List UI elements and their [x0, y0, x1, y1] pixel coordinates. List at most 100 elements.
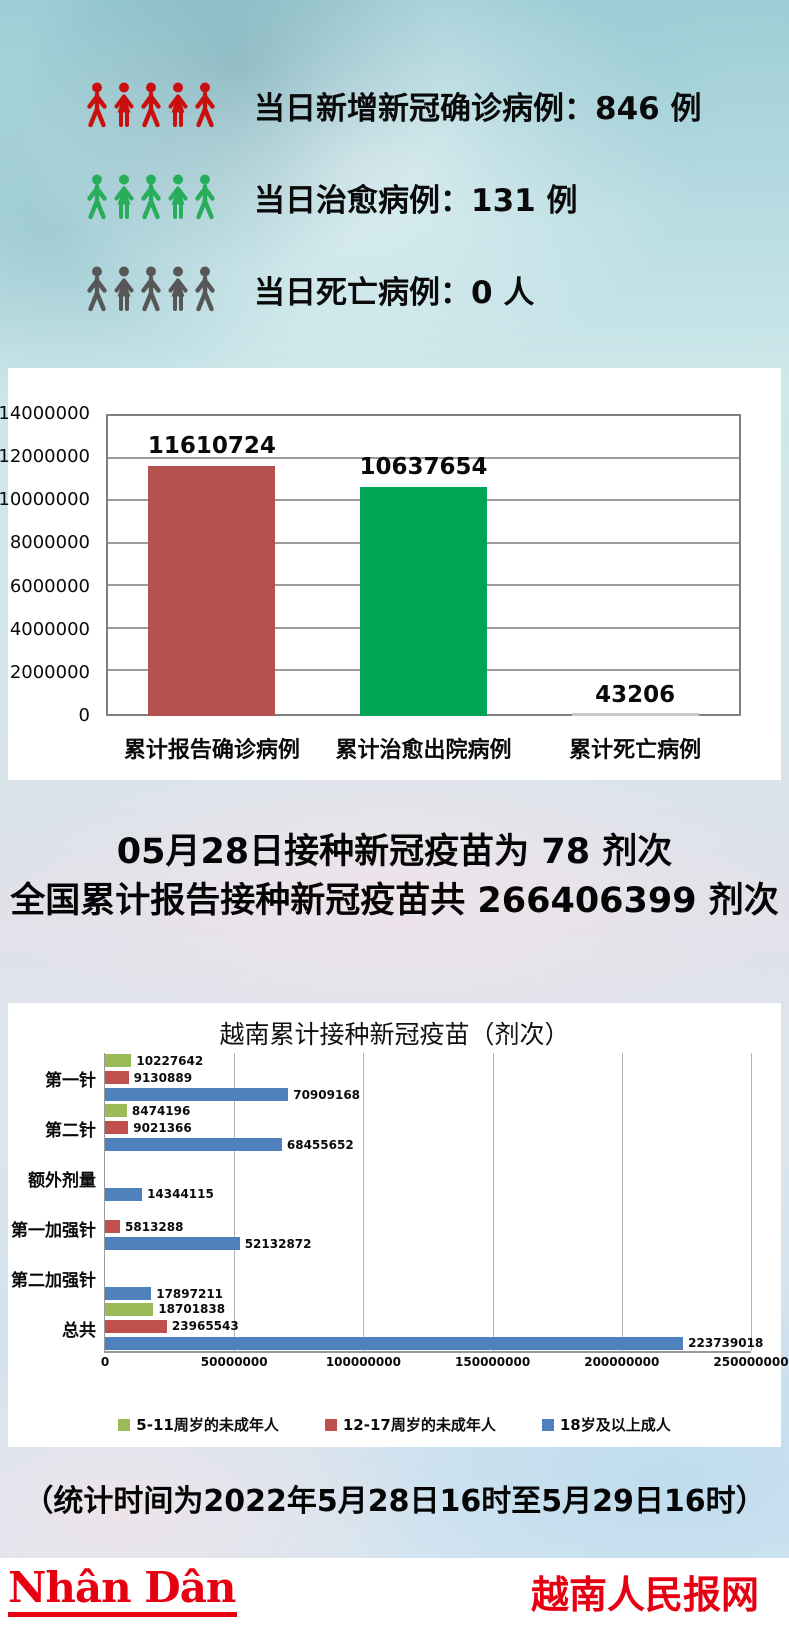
- bar-slot: 9130889: [105, 1070, 751, 1085]
- bar-slot: 52132872: [105, 1236, 751, 1251]
- bar-slot: 17897211: [105, 1287, 751, 1301]
- person-icon: [165, 263, 191, 315]
- bar-value-label: 10637654: [359, 453, 488, 480]
- chart2-body: 第一针 第二针 额外剂量 第一加强针 第二加强针 总共 10227642 9130889 70…: [11, 1053, 789, 1368]
- bar-slot: 9021366: [105, 1121, 751, 1134]
- bar-value-label: 14344115: [147, 1187, 214, 1202]
- bar-slot: 18701838: [105, 1302, 751, 1317]
- person-icon: [138, 79, 164, 131]
- bar: [360, 486, 487, 716]
- vaccination-chart: 越南累计接种新冠疫苗（剂次） 第一针 第二针 额外剂量 第一加强针 第二加强针 总共 10…: [8, 1003, 789, 1447]
- x-tick-label: 150000000: [455, 1355, 531, 1369]
- y-category-label: 第一针: [45, 1070, 96, 1091]
- bar-value-label: 52132872: [244, 1236, 312, 1251]
- bar-slot: [105, 1270, 751, 1283]
- y-tick-label: 0: [78, 705, 90, 726]
- y-tick-label: 6000000: [9, 575, 90, 597]
- bar-slot: 223739018: [105, 1336, 763, 1350]
- bar: [105, 1088, 289, 1102]
- chart1-ylabels: 0 2000000 4000000 6000000 8000000 10000000 120…: [0, 405, 98, 725]
- x-tick-label: 250000000: [713, 1355, 789, 1369]
- person-icon: [138, 171, 164, 223]
- x-tick-label: 50000000: [200, 1355, 268, 1369]
- bar: [105, 1138, 282, 1151]
- bar-slot: [105, 1253, 751, 1266]
- y-tick-label: 12000000: [0, 446, 90, 468]
- bar: [571, 713, 699, 716]
- legend-swatch: [541, 1418, 554, 1431]
- chart2-xaxis: 0 50000000 100000000 150000000 200000000 2500…: [101, 1351, 789, 1375]
- bar-slot: 14344115: [105, 1187, 751, 1202]
- bar-group: 43206: [529, 414, 741, 716]
- legend-label: 12-17周岁的未成年人: [342, 1416, 496, 1434]
- bar-slot: [105, 1203, 751, 1216]
- bar-group: 10227642 9130889 70909168: [105, 1053, 751, 1103]
- bar-value-label: 5813288: [125, 1219, 184, 1234]
- bar: [105, 1187, 143, 1201]
- bar-value-label: 9130889: [133, 1070, 193, 1085]
- person-icon: [111, 79, 137, 131]
- bar: [105, 1104, 127, 1117]
- stat-row-deaths: 当日死亡病例：0 人: [84, 262, 702, 316]
- bar-slot: [105, 1171, 751, 1184]
- legend-label: 5-11周岁的未成年人: [136, 1416, 279, 1434]
- x-tick-label: 0: [100, 1355, 110, 1369]
- y-tick-label: 10000000: [0, 489, 90, 511]
- bar-value-label: 18701838: [158, 1302, 226, 1317]
- bar-slot: 5813288: [105, 1219, 751, 1234]
- bar: [105, 1220, 121, 1234]
- gridline: [751, 1053, 752, 1351]
- gridline: [621, 1053, 623, 1351]
- bar-group: 11610724: [106, 414, 318, 716]
- y-category-label: 第二加强针: [11, 1270, 96, 1291]
- chart-title: 越南累计接种新冠疫苗（剂次）: [219, 1020, 570, 1049]
- person-icon: [111, 171, 137, 223]
- chart2-plot: 10227642 9130889 70909168 8474196 9021366 684…: [101, 1053, 789, 1368]
- stat-row-recovered: 当日治愈病例：131 例: [84, 170, 702, 224]
- chart2-groups: 10227642 9130889 70909168 8474196 9021366 684…: [105, 1053, 763, 1351]
- y-tick-label: 14000000: [0, 403, 90, 424]
- x-category-label: 累计治愈出院病例: [335, 738, 512, 763]
- legend-item: 5-11周岁的未成年人: [118, 1414, 279, 1435]
- x-category-label: 累计报告确诊病例: [123, 738, 300, 763]
- bar: [105, 1319, 167, 1333]
- person-icon: [111, 263, 137, 315]
- y-tick-label: 4000000: [9, 618, 90, 640]
- bar: [105, 1071, 129, 1085]
- bar-group: 10637654: [318, 414, 530, 716]
- person-icon: [138, 263, 164, 315]
- bar-group: 17897211: [105, 1252, 751, 1302]
- stat-row-new-confirmed: 当日新增新冠确诊病例：846 例: [84, 78, 702, 132]
- bar-group: 18701838 23965543 223739018: [105, 1301, 763, 1351]
- footer: Nhân Dân 越南人民报网: [0, 1558, 789, 1625]
- bar-value-label: 68455652: [286, 1137, 354, 1152]
- x-tick-label: 200000000: [584, 1355, 660, 1369]
- people-group-icon: [84, 263, 220, 315]
- people-group-icon: [84, 79, 220, 131]
- gridline: [108, 456, 739, 459]
- bar: [105, 1054, 132, 1068]
- chart1-bars: 11610724 10637654 43206: [106, 414, 741, 716]
- nhandan-logo: Nhân Dân: [8, 1566, 238, 1617]
- person-icon: [165, 79, 191, 131]
- y-tick-label: 8000000: [9, 532, 90, 554]
- legend-item: 18岁及以上成人: [541, 1414, 671, 1435]
- bar-value-label: 43206: [595, 682, 676, 709]
- person-icon: [192, 79, 218, 131]
- vaccine-summary-line2: 全国累计报告接种新冠疫苗共 266406399 剂次: [10, 881, 779, 921]
- stat-text-deaths: 当日死亡病例：0 人: [254, 274, 535, 311]
- bar-value-label: 9021366: [133, 1120, 192, 1135]
- bar-value-label: 23965543: [171, 1319, 239, 1334]
- legend-swatch: [118, 1418, 131, 1431]
- chart2-cat-labels: 第一针 第二针 额外剂量 第一加强针 第二加强针 总共: [11, 1053, 104, 1353]
- y-tick-label: 2000000: [9, 661, 90, 683]
- bar: [105, 1237, 240, 1251]
- people-group-icon: [84, 171, 220, 223]
- bar-value-label: 223739018: [688, 1336, 764, 1351]
- person-icon: [165, 171, 191, 223]
- bar: [105, 1302, 154, 1316]
- legend-label: 18岁及以上成人: [559, 1416, 671, 1434]
- bar-slot: 70909168: [105, 1088, 751, 1102]
- bar-group: 5813288 52132872: [105, 1202, 751, 1252]
